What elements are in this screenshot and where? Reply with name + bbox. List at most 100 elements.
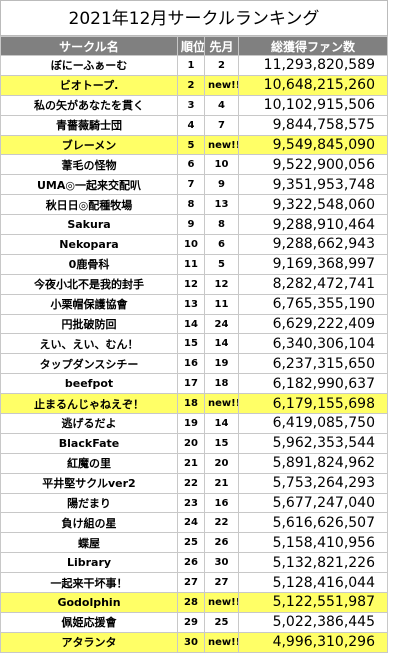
fan-count: 5,158,410,956 [238,532,388,554]
fan-count: 5,122,551,987 [238,592,388,613]
circle-name: 一起来干坏事！ [0,572,178,594]
circle-name: Library [0,552,178,574]
last-month: 30 [204,552,239,574]
circle-name: タップダンスシチー [0,353,178,375]
last-month: 4 [204,94,239,116]
rank: 17 [177,373,205,395]
last-month: new!! [204,134,239,156]
circle-name: 秋日日◎配種牧場 [0,194,178,216]
rank: 12 [177,273,205,295]
fan-count: 11,293,820,589 [238,55,388,76]
rank: 27 [177,572,205,594]
last-month: 18 [204,373,239,395]
last-month: 15 [204,432,239,454]
last-month: 8 [204,214,239,236]
fan-count: 5,132,821,226 [238,552,388,574]
last-month: 21 [204,472,239,494]
rank: 4 [177,114,205,136]
circle-name: ぼにーふぁーむ [0,55,178,76]
row: 私の矢があなたを貫く 3 4 10,102,915,506 [0,94,388,116]
fan-count: 10,102,915,506 [238,94,388,116]
row: 蝶屋 25 26 5,158,410,956 [0,532,388,554]
row: えい、えい、むん！ 15 14 6,340,306,104 [0,333,388,355]
last-month: 20 [204,452,239,474]
rank: 26 [177,552,205,574]
fan-count: 6,419,085,750 [238,413,388,434]
row: 平井堅サクルver2 22 21 5,753,264,293 [0,472,388,494]
circle-name: BlackFate [0,432,178,454]
fan-count: 6,629,222,409 [238,313,388,335]
rank: 18 [177,393,205,415]
row: 紅魔の里 21 20 5,891,824,962 [0,452,388,474]
circle-name: 青薔薇騎士団 [0,114,178,136]
fan-count: 9,288,910,464 [238,214,388,236]
last-month: 27 [204,572,239,594]
row: BlackFate 20 15 5,962,353,544 [0,432,388,454]
last-month: 25 [204,611,239,633]
circle-name: 今夜小北不是我的封手 [0,273,178,295]
circle-name: 佩姫応援會 [0,611,178,633]
last-month: new!! [204,631,239,653]
fan-count: 6,340,306,104 [238,333,388,355]
fan-count: 6,182,990,637 [238,373,388,395]
circle-name: Sakura [0,214,178,236]
header-cell: 総獲得ファン数 [238,36,388,56]
header-cell: サークル名 [0,36,178,56]
fan-count: 9,288,662,943 [238,234,388,255]
fan-count: 5,677,247,040 [238,492,388,514]
fan-count: 9,169,368,997 [238,253,388,275]
fan-count: 9,322,548,060 [238,194,388,216]
ranking-table: サークル名 順位 先月 総獲得ファン数 ぼにーふぁーむ 1 2 11,293,820,589… [0,36,388,653]
row: Library 26 30 5,132,821,226 [0,552,388,574]
circle-name: アタランタ [0,631,178,653]
fan-count: 9,844,758,575 [238,114,388,136]
row: 負け組の星 24 22 5,616,626,507 [0,512,388,534]
circle-name: ブレーメン [0,134,178,156]
last-month: 10 [204,154,239,176]
header-row: サークル名 順位 先月 総獲得ファン数 [0,36,388,56]
rank: 3 [177,94,205,116]
fan-count: 5,753,264,293 [238,472,388,494]
fan-count: 4,996,310,296 [238,631,388,653]
fan-count: 8,282,472,741 [238,273,388,295]
row: 青薔薇騎士団 4 7 9,844,758,575 [0,114,388,136]
circle-name: 負け組の星 [0,512,178,534]
rank: 13 [177,293,205,315]
last-month: new!! [204,74,239,96]
rank: 8 [177,194,205,216]
rank: 23 [177,492,205,514]
row: アタランタ 30 new!! 4,996,310,296 [0,631,388,653]
row: 逃げるだよ 19 14 6,419,085,750 [0,413,388,434]
row: 葦毛の怪物 6 10 9,522,900,056 [0,154,388,176]
circle-name: 葦毛の怪物 [0,154,178,176]
last-month: 24 [204,313,239,335]
row: 秋日日◎配種牧場 8 13 9,322,548,060 [0,194,388,216]
fan-count: 9,549,845,090 [238,134,388,156]
row: 今夜小北不是我的封手 12 12 8,282,472,741 [0,273,388,295]
last-month: 6 [204,234,239,255]
last-month: 7 [204,114,239,136]
row: タップダンスシチー 16 19 6,237,315,650 [0,353,388,375]
header-cell: 順位 [177,36,205,56]
rank: 20 [177,432,205,454]
last-month: 22 [204,512,239,534]
rank: 16 [177,353,205,375]
circle-name: えい、えい、むん！ [0,333,178,355]
last-month: 26 [204,532,239,554]
row: ぼにーふぁーむ 1 2 11,293,820,589 [0,55,388,76]
row: Sakura 9 8 9,288,910,464 [0,214,388,236]
last-month: 16 [204,492,239,514]
row: ブレーメン 5 new!! 9,549,845,090 [0,134,388,156]
rank: 1 [177,55,205,76]
circle-name: 止まるんじゃねえぞ！ [0,393,178,415]
fan-count: 5,891,824,962 [238,452,388,474]
rank: 21 [177,452,205,474]
rank: 30 [177,631,205,653]
last-month: 5 [204,253,239,275]
rank: 2 [177,74,205,96]
row: ビオトープ. 2 new!! 10,648,215,260 [0,74,388,96]
header-cell: 先月 [204,36,239,56]
last-month: 14 [204,413,239,434]
circle-name: 逃げるだよ [0,413,178,434]
circle-name: beefpot [0,373,178,395]
